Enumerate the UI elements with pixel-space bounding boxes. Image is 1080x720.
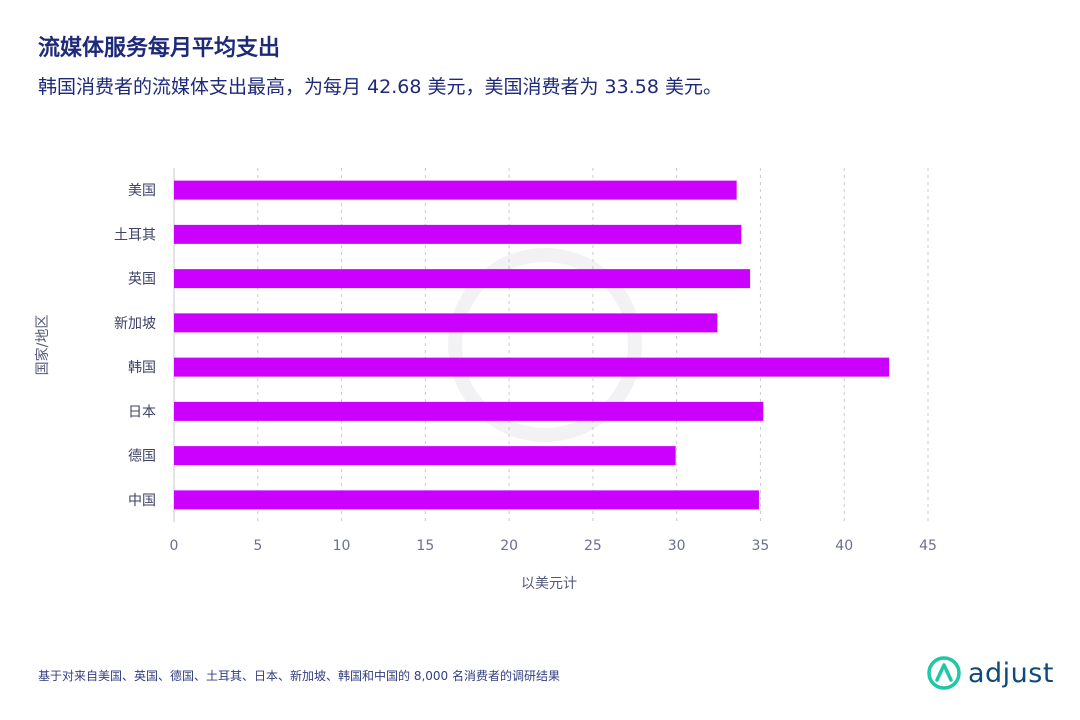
brand-name: adjust: [968, 657, 1054, 689]
x-tick-label-2: 10: [333, 538, 351, 554]
bar-chart: 0 5 10 15 20 25 30 35 40 45 美国土耳其英国新加坡韩国日本德国中国以美元计…: [34, 168, 937, 592]
category-label-7: 中国: [128, 493, 156, 509]
x-tick-label-4: 20: [500, 538, 518, 554]
category-label-5: 日本: [128, 404, 156, 420]
x-axis-label: 以美元计: [521, 576, 577, 592]
x-tick-label-1: 5: [253, 538, 262, 554]
bar-7: [174, 490, 759, 510]
category-label-4: 韩国: [128, 360, 156, 376]
survey-footnote: 基于对来自美国、英国、德国、土耳其、日本、新加坡、韩国和中国的 8,000 名消…: [38, 669, 560, 683]
adjust-logo-icon: [927, 656, 961, 690]
chart-subtitle: 韩国消费者的流媒体支出最高，为每月 42.68 美元，美国消费者为 33.58 …: [38, 76, 722, 98]
x-tick-label-6: 30: [668, 538, 686, 554]
chart-title: 流媒体服务每月平均支出: [38, 36, 281, 61]
category-label-2: 英国: [128, 271, 156, 288]
bar-5: [174, 401, 764, 421]
bar-4: [174, 357, 890, 377]
watermark-icon: [448, 248, 642, 442]
y-axis-label: 国家/地区: [34, 315, 51, 376]
x-tick-label-7: 35: [752, 538, 770, 554]
bar-0: [174, 180, 737, 200]
bar-1: [174, 224, 742, 244]
category-label-3: 新加坡: [114, 316, 156, 332]
adjust-logo: adjust: [926, 655, 1054, 691]
bar-3: [174, 313, 718, 333]
bar-2: [174, 269, 751, 289]
category-label-0: 美国: [128, 183, 156, 199]
category-label-1: 土耳其: [114, 227, 156, 243]
x-tick-label-9: 45: [919, 538, 937, 554]
bar-6: [174, 446, 676, 466]
x-tick-label-5: 25: [584, 538, 602, 554]
x-tick-label-3: 15: [416, 538, 434, 554]
x-tick-label-8: 40: [835, 538, 853, 554]
category-label-6: 德国: [128, 449, 156, 465]
x-tick-label-0: 0: [170, 538, 179, 554]
